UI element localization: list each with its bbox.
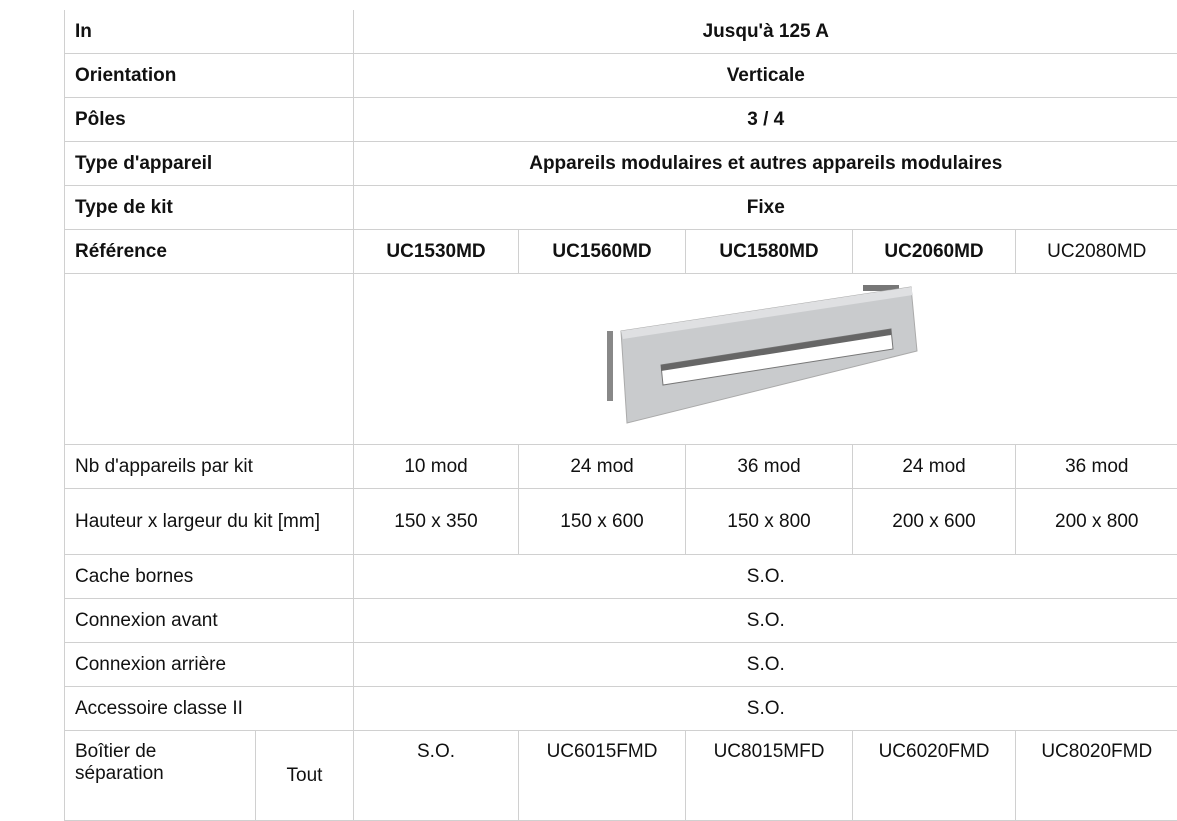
row-label: Connexion arrière bbox=[65, 643, 354, 687]
cell: 36 mod bbox=[1016, 445, 1177, 489]
cell: 10 mod bbox=[354, 445, 519, 489]
cell: UC6015FMD bbox=[519, 731, 686, 821]
cell: UC2080MD bbox=[1016, 230, 1177, 274]
cell: UC6020FMD bbox=[853, 731, 1016, 821]
cell: 150 x 800 bbox=[686, 489, 853, 555]
row-label: Référence bbox=[65, 230, 354, 274]
cell: 3 / 4 bbox=[354, 98, 1177, 142]
row-label: Pôles bbox=[65, 98, 354, 142]
row-label: Nb d'appareils par kit bbox=[65, 445, 354, 489]
cell: 150 x 350 bbox=[354, 489, 519, 555]
cell: Appareils modulaires et autres appareils… bbox=[354, 142, 1177, 186]
cell: Fixe bbox=[354, 186, 1177, 230]
cell: UC1530MD bbox=[354, 230, 519, 274]
cell: UC8015MFD bbox=[686, 731, 853, 821]
row bbox=[65, 274, 1177, 445]
cell: UC1580MD bbox=[686, 230, 853, 274]
cell: S.O. bbox=[354, 731, 519, 821]
cell: 150 x 600 bbox=[519, 489, 686, 555]
cell: S.O. bbox=[354, 687, 1177, 731]
cell: Jusqu'à 125 A bbox=[354, 10, 1177, 54]
row-label: Cache bornes bbox=[65, 555, 354, 599]
image-row bbox=[65, 274, 1177, 445]
cell bbox=[65, 274, 354, 445]
cell: Verticale bbox=[354, 54, 1177, 98]
cell: S.O. bbox=[354, 555, 1177, 599]
row-label: Orientation bbox=[65, 54, 354, 98]
cell: 36 mod bbox=[686, 445, 853, 489]
row-sublabel: Tout bbox=[256, 731, 354, 821]
cell: 24 mod bbox=[853, 445, 1016, 489]
cell: UC2060MD bbox=[853, 230, 1016, 274]
row-label: Accessoire classe II bbox=[65, 687, 354, 731]
cell: S.O. bbox=[354, 599, 1177, 643]
cell: S.O. bbox=[354, 643, 1177, 687]
cell: UC1560MD bbox=[519, 230, 686, 274]
row-label: Hauteur x largeur du kit [mm] bbox=[65, 489, 354, 555]
row-label: Type d'appareil bbox=[65, 142, 354, 186]
row-label: Connexion avant bbox=[65, 599, 354, 643]
product-image bbox=[601, 281, 931, 431]
cell: 200 x 800 bbox=[1016, 489, 1177, 555]
cell: UC8020FMD bbox=[1016, 731, 1177, 821]
cell: 200 x 600 bbox=[853, 489, 1016, 555]
row-label: Boîtier de séparation bbox=[65, 731, 256, 821]
row-label: In bbox=[65, 10, 354, 54]
product-image-cell bbox=[354, 274, 1177, 445]
row-label: Type de kit bbox=[65, 186, 354, 230]
cell: 24 mod bbox=[519, 445, 686, 489]
